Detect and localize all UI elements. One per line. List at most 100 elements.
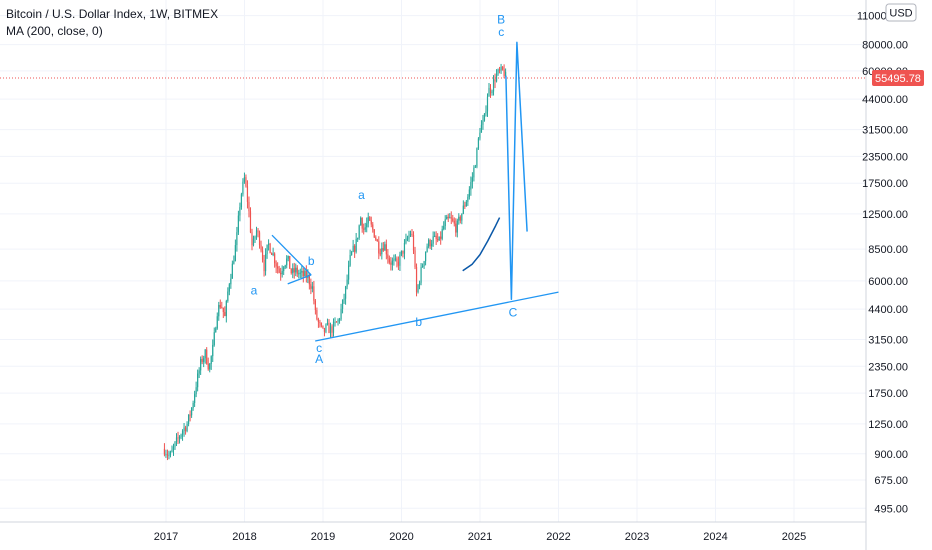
currency-label[interactable]: USD [889,8,912,20]
candle-body [402,250,404,254]
symbol-title[interactable]: Bitcoin / U.S. Dollar Index, 1W, BITMEX [6,7,219,21]
candle-body [477,138,480,149]
y-tick-label: 23500.00 [862,151,908,163]
currency-button-frame[interactable] [885,3,917,22]
candle-body [168,454,170,456]
candle-body [275,263,277,267]
candle-body [263,259,265,272]
moving-average-line[interactable] [462,217,501,272]
candle-body [222,307,224,313]
candle-body [245,177,247,187]
candle-body [206,349,208,364]
y-tick-label: 495.00 [874,503,908,515]
y-tick-label: 12500.00 [862,209,908,221]
candle-body [421,265,424,268]
wave-projection[interactable] [505,41,528,301]
y-tick-label: 3150.00 [868,335,908,347]
candle-body [207,363,209,370]
candle-body [266,244,268,254]
candle-body [373,229,375,238]
candle-body [230,278,232,285]
candle-body [316,310,318,320]
candle-body [231,263,233,279]
candle-body [261,250,264,260]
candle-body [429,240,431,247]
candle-body [381,248,383,255]
candle-body [301,271,303,273]
candle-body [310,284,312,289]
candle-body [192,402,194,409]
candle-body [458,216,460,221]
candle-body [216,316,218,329]
drawings[interactable] [271,41,559,342]
candle-body [367,217,369,224]
candle-body [187,414,190,424]
trendline[interactable] [271,234,312,276]
y-tick-label: 8500.00 [868,244,908,256]
candle-body [228,284,230,292]
candlesticks [163,63,507,461]
candle-body [391,260,393,265]
chart-legend: Bitcoin / U.S. Dollar Index, 1W, BITMEX … [6,6,218,40]
indicator-label[interactable]: MA (200, close, 0) [6,24,103,38]
candle-body [331,326,333,333]
candle-body [215,328,217,333]
currency-button[interactable]: USD [885,3,917,22]
candle-body [434,235,436,237]
candle-body [390,262,392,265]
candle-body [449,217,451,219]
candle-body [505,71,507,77]
candle-body [290,268,292,274]
candle-body [246,186,249,202]
price-axis[interactable]: 495.00 675.00 900.00 1250.00 1750.00 2350.00 3… [857,0,908,550]
candle-body [305,270,307,278]
x-tick-label: 2018 [232,531,256,543]
candle-body [424,251,427,262]
candle-body [236,232,238,246]
candle-body [397,261,400,266]
candle-body [403,243,406,254]
candle-body [169,452,172,455]
trendline[interactable] [287,274,312,285]
candle-body [384,244,386,251]
candle-body [415,267,418,293]
candle-body [476,148,478,167]
candle-body [388,258,390,263]
candle-body [249,211,252,233]
x-tick-label: 2022 [546,531,570,543]
candle-body [257,230,259,233]
wave-label: A [315,352,323,366]
candle-body [258,232,261,246]
candle-body [438,236,440,241]
x-tick-label: 2023 [625,531,649,543]
candle-body [399,254,401,266]
candle-body [201,358,203,362]
x-tick-label: 2017 [154,531,178,543]
candle-body [456,220,458,233]
candle-body [354,245,356,252]
candle-body [394,258,397,260]
candle-body [227,291,229,301]
candle-body [348,265,350,280]
candle-body [341,299,344,309]
time-axis[interactable]: 2017 2018 2019 2020 2021 2022 2023 2024 2025 [0,521,866,543]
candle-body [375,237,377,240]
candle-body [491,91,493,94]
candle-body [444,219,446,227]
candle-body [370,220,372,225]
candle-body [488,87,490,97]
candle-body [175,437,178,442]
candle-body [423,261,425,266]
candle-body [210,356,212,364]
candle-body [494,79,496,82]
candle-body [163,448,166,455]
x-tick-label: 2021 [468,531,492,543]
trendline[interactable] [315,291,559,342]
candle-body [274,253,276,264]
candle-body [467,196,469,202]
candle-body [378,241,380,254]
candle-body [289,255,291,269]
candle-body [198,370,200,374]
